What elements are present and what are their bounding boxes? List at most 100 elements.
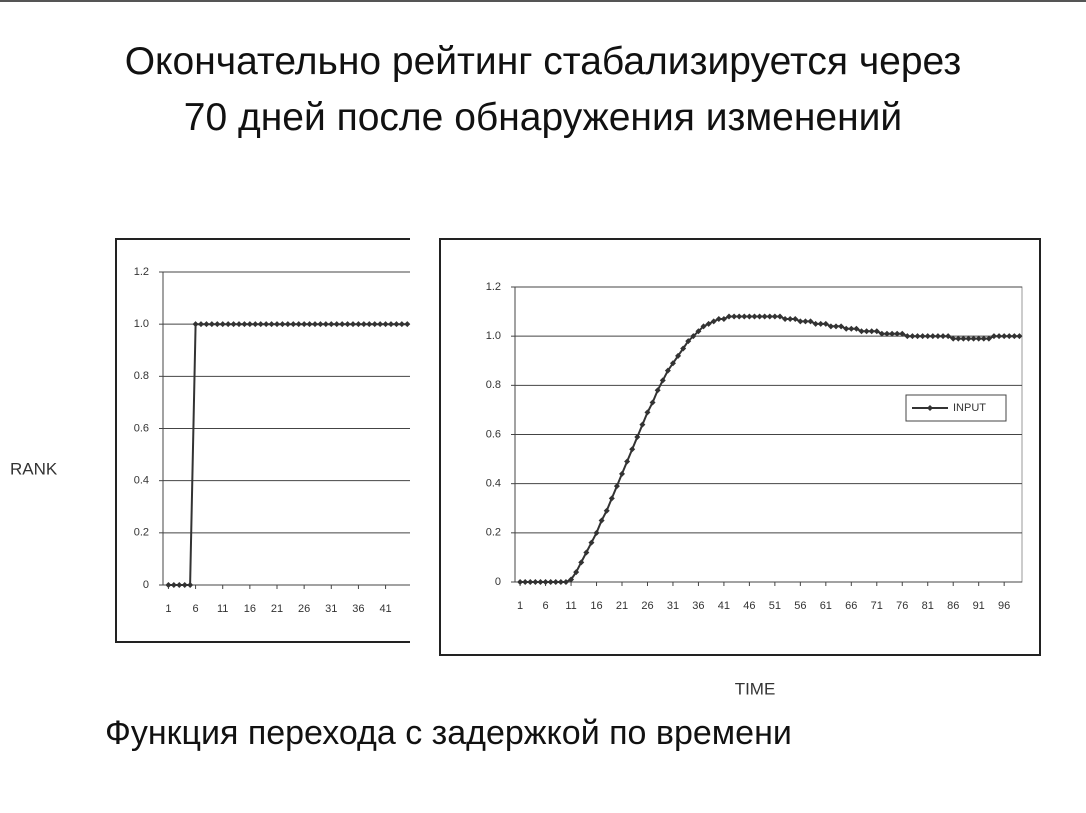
point	[339, 321, 346, 328]
point	[527, 579, 534, 585]
point	[929, 333, 936, 340]
y-tick-label: 0.4	[486, 478, 501, 490]
point	[393, 321, 400, 328]
x-axis-label: TIME	[735, 679, 776, 698]
series-line	[168, 323, 408, 586]
point	[812, 320, 819, 327]
point	[894, 330, 901, 337]
point	[680, 345, 687, 352]
point	[578, 559, 585, 566]
point	[328, 321, 335, 328]
point	[970, 335, 977, 342]
point	[899, 330, 906, 337]
point	[268, 321, 275, 328]
point	[176, 582, 183, 588]
x-tick-label: 61	[820, 600, 832, 612]
x-tick-label: 96	[998, 600, 1010, 612]
point	[654, 387, 661, 394]
chart-frame	[439, 238, 1041, 656]
point	[833, 323, 840, 330]
y-tick-label: 0	[143, 579, 149, 591]
point	[690, 333, 697, 340]
point	[761, 313, 768, 320]
point	[848, 325, 855, 332]
legend-marker	[927, 405, 933, 411]
point	[371, 321, 378, 328]
x-tick-label: 41	[718, 600, 730, 612]
point	[382, 321, 389, 328]
point	[583, 549, 590, 556]
point	[284, 321, 291, 328]
point	[573, 569, 580, 576]
x-tick-label: 36	[692, 600, 704, 612]
point	[1011, 333, 1018, 340]
point	[322, 321, 329, 328]
y-tick-label: 0.4	[134, 475, 149, 487]
point	[797, 318, 804, 325]
x-tick-label: 76	[896, 600, 908, 612]
x-tick-label: 11	[217, 603, 228, 615]
point	[568, 576, 575, 583]
point	[608, 495, 615, 502]
point	[644, 409, 651, 416]
point	[726, 313, 733, 320]
y-tick-label: 0.8	[486, 379, 501, 391]
point	[290, 321, 297, 328]
point	[649, 399, 656, 406]
point	[771, 313, 778, 320]
point	[782, 315, 789, 322]
point	[377, 321, 384, 328]
point	[858, 328, 865, 335]
point	[355, 321, 362, 328]
point	[710, 318, 717, 325]
point	[960, 335, 967, 342]
point	[517, 579, 524, 585]
point	[766, 313, 773, 320]
point	[639, 421, 646, 428]
point	[263, 321, 270, 328]
point	[542, 579, 549, 585]
point	[333, 321, 340, 328]
point	[344, 321, 351, 328]
point	[802, 318, 809, 325]
point	[792, 315, 799, 322]
point	[1001, 333, 1008, 340]
point	[965, 335, 972, 342]
point	[843, 325, 850, 332]
point	[522, 579, 529, 585]
point	[360, 321, 367, 328]
point	[301, 321, 308, 328]
point	[741, 313, 748, 320]
point	[700, 323, 707, 330]
point	[295, 321, 302, 328]
title-line: Окончательно рейтинг стабализируется чер…	[124, 40, 962, 83]
point	[909, 333, 916, 340]
point	[537, 579, 544, 585]
point	[955, 335, 962, 342]
point	[853, 325, 860, 332]
x-tick-label: 6	[193, 603, 199, 615]
point	[312, 321, 318, 328]
point	[588, 539, 595, 546]
point	[695, 328, 702, 335]
point	[634, 433, 641, 440]
x-tick-label: 26	[298, 603, 310, 615]
point	[208, 321, 215, 328]
y-tick-label: 0.2	[134, 527, 149, 539]
x-tick-label: 11	[565, 600, 576, 612]
point	[257, 321, 264, 328]
point	[388, 321, 394, 328]
point	[669, 360, 676, 367]
title-line: 70 дней после обнаружения изменений	[183, 96, 903, 139]
point	[350, 321, 356, 328]
point	[274, 321, 280, 328]
point	[192, 321, 199, 328]
x-tick-label: 1	[165, 603, 171, 615]
point	[751, 313, 758, 320]
point	[225, 321, 232, 328]
point	[203, 321, 210, 328]
point	[252, 321, 259, 328]
point	[827, 323, 834, 330]
